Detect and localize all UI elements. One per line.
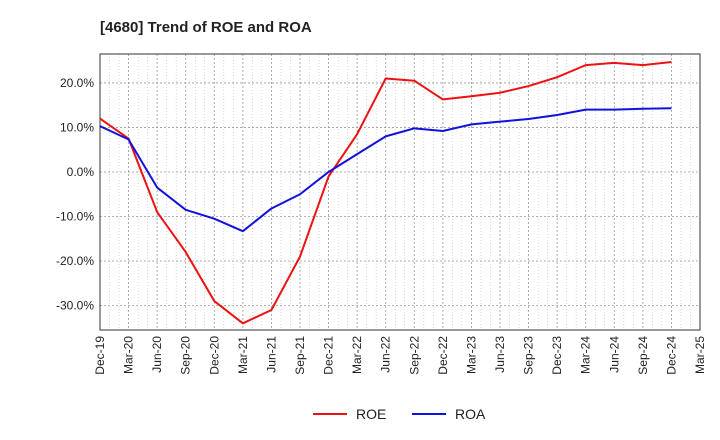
x-tick-label: Mar-21 [236, 336, 250, 374]
y-tick-label: 20.0% [60, 76, 94, 90]
x-tick-label: Sep-23 [522, 336, 536, 375]
y-tick-label: -10.0% [56, 209, 94, 223]
series-line-roa [99, 107, 672, 233]
chart-title: [4680] Trend of ROE and ROA [100, 19, 312, 36]
y-tick-label: -20.0% [56, 254, 94, 268]
x-tick-label: Sep-22 [407, 336, 421, 375]
legend-label-roe: ROE [356, 406, 386, 422]
x-tick-label: Jun-21 [264, 336, 278, 373]
y-tick-label: 10.0% [60, 120, 94, 134]
legend-label-roa: ROA [455, 406, 486, 422]
x-tick-label: Dec-24 [664, 336, 678, 375]
plot-area-border [99, 53, 701, 331]
x-tick-label: Mar-20 [122, 336, 136, 374]
y-tick-label: -30.0% [56, 299, 94, 313]
x-tick-label: Sep-20 [179, 336, 193, 375]
x-tick-label: Dec-23 [550, 336, 564, 375]
x-tick-label: Mar-25 [693, 336, 707, 374]
x-tick-label: Jun-24 [607, 336, 621, 373]
x-tick-label: Jun-20 [150, 336, 164, 373]
x-tick-label: Sep-24 [636, 336, 650, 375]
x-tick-label: Dec-19 [93, 336, 107, 375]
x-tick-label: Sep-21 [293, 336, 307, 375]
series-line-roe [99, 61, 672, 325]
grid [100, 54, 700, 330]
series-lines [99, 61, 672, 325]
y-axis: -30.0% -20.0% -10.0% 0.0% 10.0% 20.0% [56, 76, 94, 313]
x-tick-label: Mar-23 [464, 336, 478, 374]
legend: ROE ROA [313, 406, 486, 422]
x-tick-label: Jun-22 [379, 336, 393, 373]
y-tick-label: 0.0% [67, 165, 95, 179]
x-tick-label: Mar-22 [350, 336, 364, 374]
x-tick-label: Jun-23 [493, 336, 507, 373]
x-tick-label: Dec-21 [322, 336, 336, 375]
x-tick-label: Mar-24 [579, 336, 593, 374]
x-tick-label: Dec-22 [436, 336, 450, 375]
x-axis: Dec-19 Mar-20 Jun-20 Sep-20 Dec-20 Mar-21 Jun-… [93, 336, 707, 375]
x-tick-label: Dec-20 [207, 336, 221, 375]
